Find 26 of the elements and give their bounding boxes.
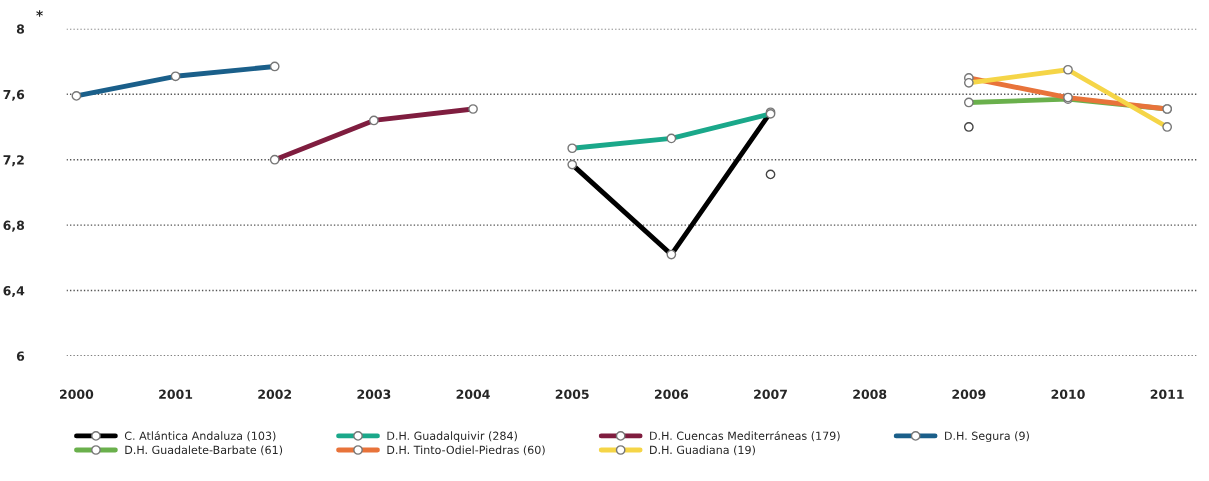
y-tick-label: 6: [16, 351, 25, 361]
legend-label: C. Atlántica Andaluza (103): [124, 430, 276, 442]
x-tick-label: 2006: [654, 389, 689, 399]
legend-label: D.H. Cuencas Mediterráneas (179): [650, 430, 840, 442]
x-tick-label: 2004: [456, 389, 490, 399]
x-tick-label: 2005: [555, 389, 589, 399]
x-tick-label: 2009: [952, 389, 986, 399]
legend-label: D.H. Guadalquivir (284): [387, 431, 517, 443]
x-tick-label: 2001: [159, 389, 193, 399]
y-tick-label: 6,4: [3, 286, 25, 298]
legend-label: D.H. Guadiana (19): [650, 445, 755, 456]
y-tick-label: 7,2: [3, 155, 24, 167]
x-tick-label: 2011: [1150, 389, 1184, 399]
x-tick-label: 2007: [754, 389, 787, 399]
legend-label: D.H. Tinto-Odiel-Piedras (60): [387, 445, 545, 456]
y-tick-label: 6,8: [3, 220, 25, 232]
x-tick-label: 2010: [1051, 389, 1085, 399]
x-tick-label: 2003: [357, 389, 391, 399]
x-tick-label: 2008: [853, 389, 887, 399]
y-tick-label: 7,6: [3, 89, 25, 101]
x-tick-label: 2000: [60, 389, 94, 399]
legend-label: D.H. Segura (9): [945, 431, 1029, 443]
x-tick-label: 2002: [258, 389, 292, 399]
legend-label: D.H. Guadalete-Barbate (61): [125, 445, 283, 456]
text: *: [36, 10, 43, 17]
y-tick-label: 8: [16, 24, 25, 34]
